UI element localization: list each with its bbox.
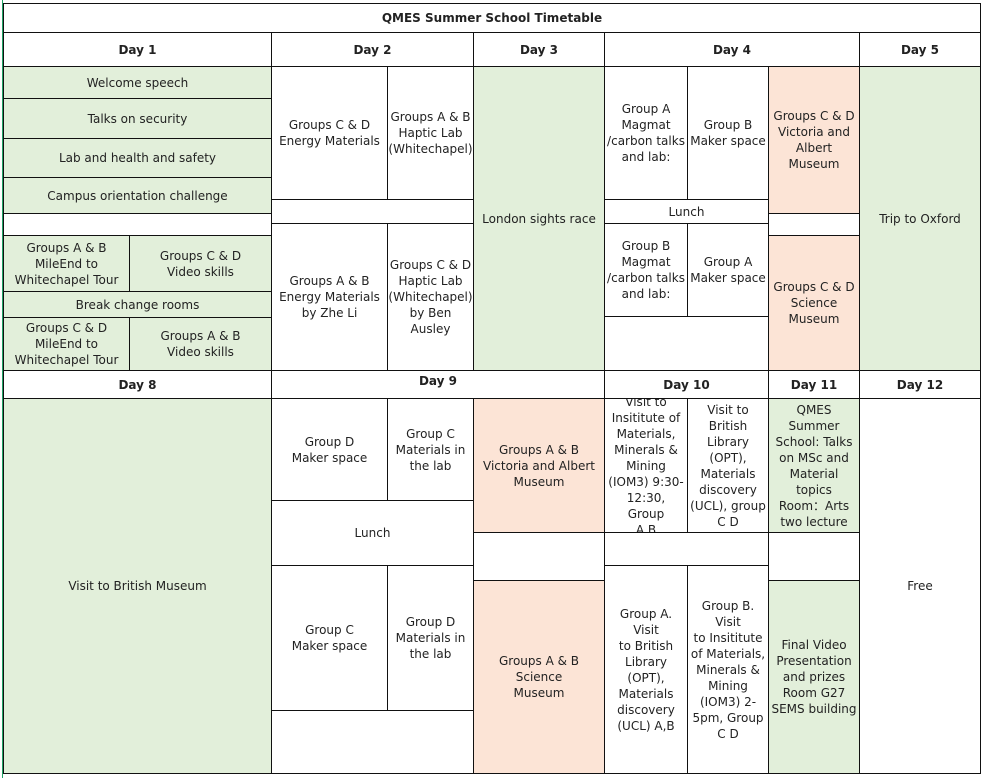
cell-ab-va-museum[interactable]: Groups A & B Victoria and Albert Museum [473, 398, 605, 533]
header-day-11[interactable]: Day 11 [768, 370, 860, 399]
header-day-2[interactable]: Day 2 [271, 32, 474, 67]
cell-d-lab[interactable]: Group D Materials in the lab [387, 565, 474, 711]
cell-ab-iom3[interactable]: Visit to Insititute of Materials, Minera… [604, 398, 688, 533]
cell-cd-haptic[interactable]: Groups C & D Haptic Lab (Whitechapel) by… [387, 223, 474, 371]
cell-empty[interactable] [473, 532, 605, 581]
cell-london-sights[interactable]: London sights race [473, 66, 605, 371]
cell-lunch[interactable]: Lunch [271, 500, 474, 566]
cell-break[interactable]: Break change rooms [3, 291, 272, 318]
cell-free[interactable]: Free [859, 398, 981, 774]
cell-cd-tour[interactable]: Groups C & D MileEnd to Whitechapel Tour [3, 317, 130, 371]
cell-b-iom3[interactable]: Group B. Visit to Insititute of Material… [687, 565, 769, 774]
cell-campus-orientation[interactable]: Campus orientation challenge [3, 177, 272, 214]
cell-d-maker[interactable]: Group D Maker space [271, 398, 388, 501]
cell-final-presentation[interactable]: Final Video Presentation and prizes Room… [768, 580, 860, 774]
cell-qmes-talks[interactable]: QMES Summer School: Talks on MSc and Mat… [768, 398, 860, 533]
cell-a-magmat[interactable]: Group A Magmat /carbon talks and lab: [604, 66, 688, 200]
cell-empty[interactable] [604, 532, 769, 566]
cell-welcome-speech[interactable]: Welcome speech [3, 66, 272, 99]
cell-ab-science-museum[interactable]: Groups A & B Science Museum [473, 580, 605, 774]
header-day-3[interactable]: Day 3 [473, 32, 605, 67]
cell-ab-video[interactable]: Groups A & B Video skills [129, 317, 272, 371]
cell-ab-tour[interactable]: Groups A & B MileEnd to Whitechapel Tour [3, 235, 130, 292]
header-day-4[interactable]: Day 4 [604, 32, 860, 67]
cell-c-lab[interactable]: Group C Materials in the lab [387, 398, 474, 501]
row-header-edge [0, 0, 3, 778]
header-day-10[interactable]: Day 10 [604, 370, 769, 399]
cell-cd-british-library[interactable]: Visit to British Library (OPT), Material… [687, 398, 769, 533]
cell-empty[interactable] [271, 710, 474, 774]
cell-talks-security[interactable]: Talks on security [3, 98, 272, 139]
cell-empty[interactable] [604, 316, 769, 371]
cell-oxford[interactable]: Trip to Oxford [859, 66, 981, 371]
cell-empty[interactable] [271, 199, 474, 224]
cell-empty[interactable] [3, 213, 272, 236]
cell-b-magmat[interactable]: Group B Magmat /carbon talks and lab: [604, 223, 688, 317]
header-day-9[interactable]: Day 9 [271, 370, 605, 399]
cell-empty[interactable] [768, 213, 860, 236]
cell-a-british-library[interactable]: Group A. Visit to British Library (OPT),… [604, 565, 688, 774]
cell-cd-va-museum[interactable]: Groups C & D Victoria and Albert Museum [768, 66, 860, 214]
cell-lunch[interactable]: Lunch [604, 199, 769, 224]
header-day-12[interactable]: Day 12 [859, 370, 981, 399]
cell-b-maker[interactable]: Group B Maker space [687, 66, 769, 200]
cell-cd-science-museum[interactable]: Groups C & D Science Museum [768, 235, 860, 371]
header-day-8[interactable]: Day 8 [3, 370, 272, 399]
header-day-1[interactable]: Day 1 [3, 32, 272, 67]
cell-cd-video[interactable]: Groups C & D Video skills [129, 235, 272, 292]
cell-british-museum[interactable]: Visit to British Museum [3, 398, 272, 774]
cell-lab-safety[interactable]: Lab and health and safety [3, 138, 272, 178]
cell-ab-haptic[interactable]: Groups A & B Haptic Lab (Whitechapel) [387, 66, 474, 200]
cell-c-maker[interactable]: Group C Maker space [271, 565, 388, 711]
cell-ab-energy[interactable]: Groups A & B Energy Materials by Zhe Li [271, 223, 388, 371]
cell-a-maker[interactable]: Group A Maker space [687, 223, 769, 317]
cell-empty[interactable] [768, 532, 860, 581]
timetable-title[interactable]: QMES Summer School Timetable [3, 3, 981, 33]
cell-cd-energy[interactable]: Groups C & D Energy Materials [271, 66, 388, 200]
header-day-5[interactable]: Day 5 [859, 32, 981, 67]
